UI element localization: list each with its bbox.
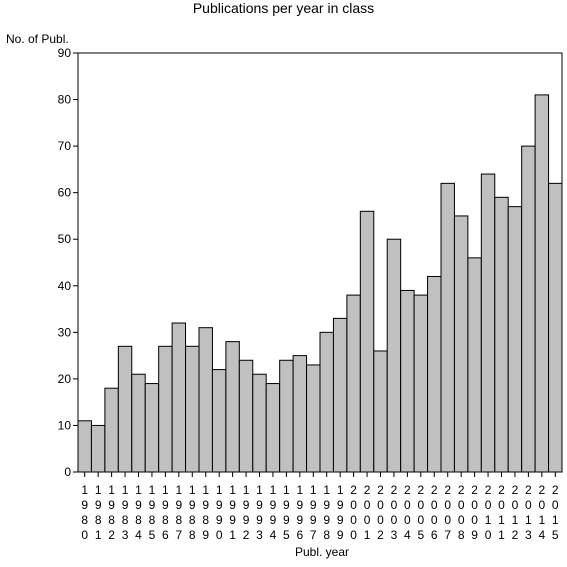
bars-group bbox=[77, 94, 563, 473]
y-tick-label-20: 20 bbox=[58, 372, 72, 386]
bar-2014 bbox=[534, 94, 550, 473]
y-axis-label: No. of Publ. bbox=[6, 32, 69, 46]
bar-1991 bbox=[225, 341, 240, 473]
y-tick-label-30: 30 bbox=[58, 325, 72, 339]
bar-1986 bbox=[158, 345, 173, 473]
axes-group: 0 10 20 30 40 50 60 70 80 90 1 9 8 0 1 9 8 1 1 9 8 2 1 9 8 3 1 9 8 4 1… bbox=[58, 46, 563, 542]
y-tick-label-70: 70 bbox=[58, 139, 72, 153]
bar-1995 bbox=[279, 359, 294, 473]
bar-1990 bbox=[211, 369, 227, 473]
bar-1998 bbox=[319, 331, 334, 473]
y-tick-label-80: 80 bbox=[58, 93, 72, 107]
bar-2006 bbox=[427, 275, 442, 473]
bar-1999 bbox=[332, 317, 348, 473]
bar-2000 bbox=[346, 294, 361, 473]
bar-1980 bbox=[77, 420, 92, 473]
bar-2013 bbox=[521, 145, 536, 473]
bar-2007 bbox=[440, 182, 455, 473]
y-tick-label-60: 60 bbox=[58, 186, 72, 200]
bar-1997 bbox=[306, 364, 321, 473]
y-tick-label-0: 0 bbox=[64, 465, 71, 479]
bar-1981 bbox=[90, 424, 106, 473]
bar-1994 bbox=[265, 383, 281, 473]
bar-2005 bbox=[413, 294, 429, 473]
bar-2012 bbox=[507, 206, 523, 473]
bar-1983 bbox=[117, 345, 133, 473]
bar-1984 bbox=[131, 373, 146, 473]
bar-2011 bbox=[494, 196, 509, 473]
bar-1988 bbox=[185, 345, 200, 473]
bar-2001 bbox=[359, 210, 375, 473]
bar-2010 bbox=[480, 173, 496, 473]
y-tick-label-50: 50 bbox=[58, 232, 72, 246]
bar-1993 bbox=[252, 373, 267, 473]
chart-title: Publications per year in class bbox=[192, 0, 375, 16]
y-tick-label-40: 40 bbox=[58, 279, 72, 293]
bar-2003 bbox=[386, 238, 402, 473]
bar-2015 bbox=[548, 182, 563, 473]
bar-1982 bbox=[104, 387, 119, 473]
bar-2008 bbox=[453, 215, 469, 473]
bar-2004 bbox=[400, 289, 415, 473]
plot-frame bbox=[77, 52, 563, 473]
x-axis-label: Publ. year bbox=[294, 545, 350, 559]
bar-1996 bbox=[292, 355, 308, 473]
bar-2002 bbox=[373, 350, 388, 473]
bar-1985 bbox=[144, 383, 160, 473]
bar-1989 bbox=[198, 327, 213, 473]
bar-1987 bbox=[171, 322, 187, 473]
bar-2009 bbox=[467, 257, 482, 473]
y-tick-label-10: 10 bbox=[58, 418, 72, 432]
bar-1992 bbox=[238, 359, 254, 473]
y-tick-label-90: 90 bbox=[58, 46, 72, 60]
